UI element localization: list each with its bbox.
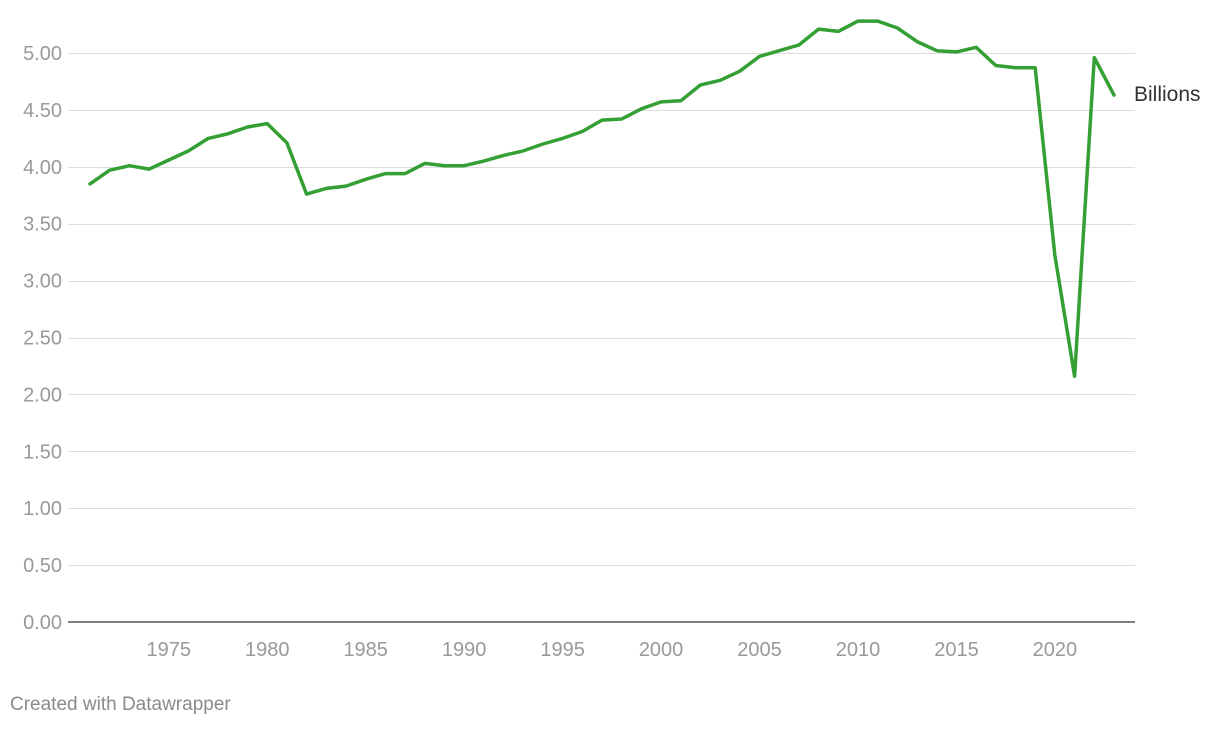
series-layer: Billions <box>88 19 1201 378</box>
x-tick-label: 1985 <box>343 639 388 661</box>
y-tick-label: 2.00 <box>23 384 62 406</box>
x-tick-label: 1995 <box>540 639 585 661</box>
x-tick-label: 2000 <box>639 639 684 661</box>
y-tick-label: 3.00 <box>23 271 62 293</box>
y-tick-label: 4.00 <box>23 157 62 179</box>
x-tick-label: 1980 <box>245 639 290 661</box>
x-tick-label: 2010 <box>836 639 881 661</box>
y-tick-label: 0.50 <box>23 555 62 577</box>
chart-canvas: 0.00 0.50 1.00 1.50 2.00 2.50 3.00 3.50 4.00 4.50… <box>23 19 1201 661</box>
x-axis-tick-labels: 1975 1980 1985 1990 1995 2000 2005 2010 2015 2020 <box>147 639 1078 661</box>
series-line-0 <box>88 19 1116 378</box>
y-tick-label: 3.50 <box>23 214 62 236</box>
x-tick-label: 1975 <box>147 639 192 661</box>
footer-credit: Created with Datawrapper <box>10 694 231 715</box>
y-tick-label: 2.50 <box>23 328 62 350</box>
y-tick-label: 1.50 <box>23 441 62 463</box>
gridlines <box>68 53 1135 623</box>
x-tick-label: 1990 <box>442 639 487 661</box>
x-tick-label: 2005 <box>737 639 782 661</box>
x-tick-label: 2015 <box>934 639 979 661</box>
y-tick-label: 4.50 <box>23 100 62 122</box>
y-axis-tick-labels: 0.00 0.50 1.00 1.50 2.00 2.50 3.00 3.50 4.00 4.50… <box>23 43 62 634</box>
y-tick-label: 0.00 <box>23 612 62 634</box>
y-tick-label: 1.00 <box>23 498 62 520</box>
series-label: Billions <box>1134 83 1201 106</box>
x-tick-label: 2020 <box>1033 639 1078 661</box>
y-tick-label: 5.00 <box>23 43 62 65</box>
